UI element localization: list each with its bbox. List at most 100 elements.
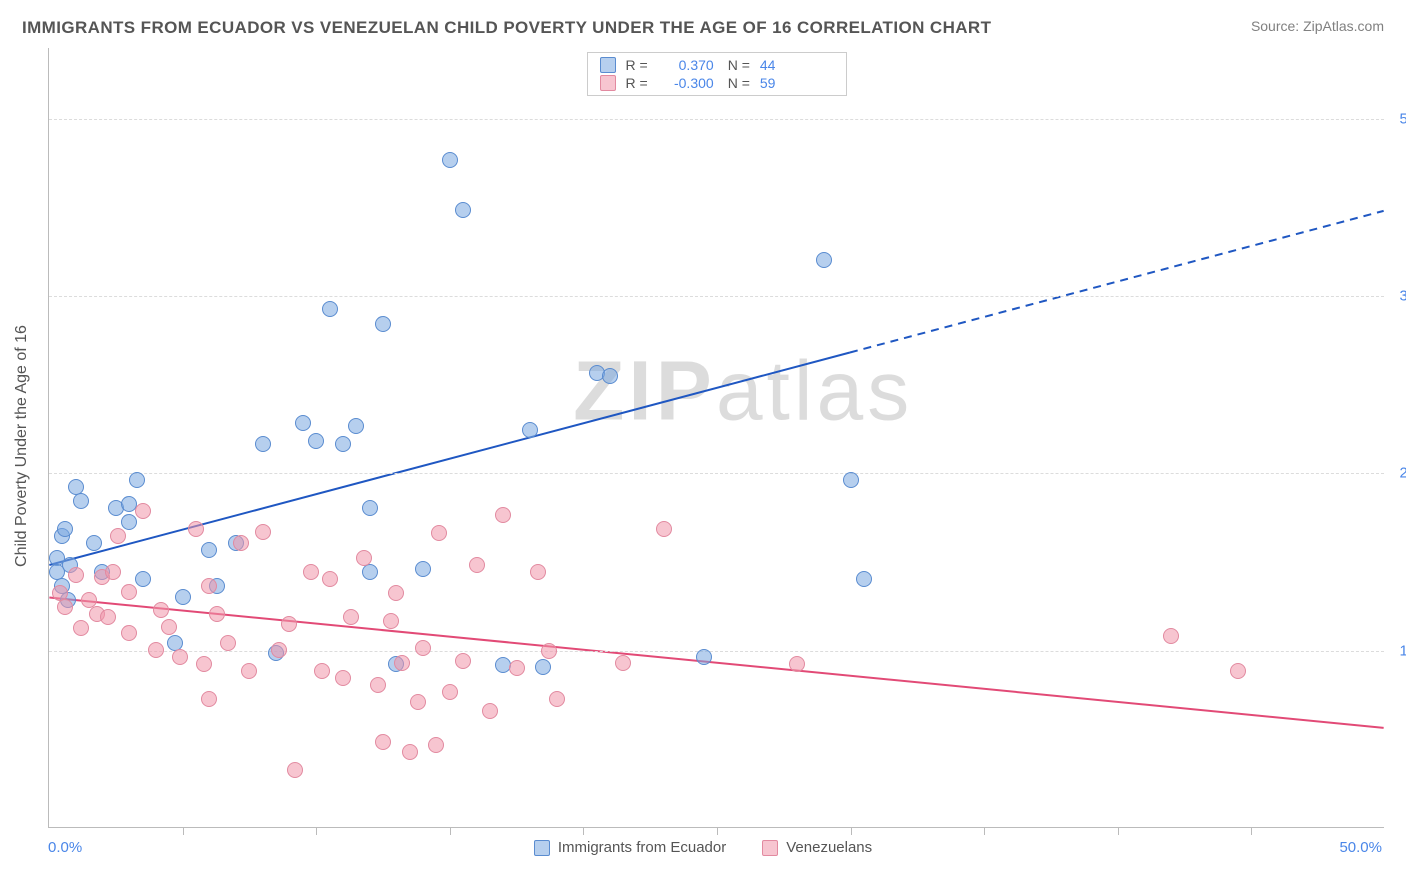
trend-line-ecuador [49,353,850,565]
scatter-point-ecuador [175,589,191,605]
scatter-point-venezuelans [656,521,672,537]
scatter-point-venezuelans [271,642,287,658]
scatter-point-venezuelans [209,606,225,622]
watermark-zip: ZIP [573,343,716,437]
scatter-point-ecuador [362,564,378,580]
scatter-point-ecuador [135,571,151,587]
r-value-ecuador: 0.370 [658,57,714,73]
scatter-point-venezuelans [431,525,447,541]
scatter-point-venezuelans [255,524,271,540]
y-tick-label: 25.0% [1399,465,1406,482]
y-axis-title: Child Poverty Under the Age of 16 [13,325,31,567]
series-label-venezuelans: Venezuelans [786,839,872,856]
scatter-point-venezuelans [68,567,84,583]
x-tick [183,827,184,835]
trend-lines-svg [49,48,1384,827]
scatter-point-venezuelans [57,599,73,615]
r-label: R = [626,57,648,73]
x-tick [1118,827,1119,835]
scatter-point-venezuelans [343,609,359,625]
x-tick [851,827,852,835]
scatter-point-venezuelans [482,703,498,719]
scatter-point-venezuelans [303,564,319,580]
r-value-venezuelans: -0.300 [658,75,714,91]
legend-row-venezuelans: R = -0.300 N = 59 [600,75,834,91]
scatter-point-venezuelans [121,584,137,600]
scatter-point-venezuelans [394,655,410,671]
legend-row-ecuador: R = 0.370 N = 44 [600,57,834,73]
scatter-point-venezuelans [100,609,116,625]
scatter-point-venezuelans [335,670,351,686]
scatter-point-venezuelans [281,616,297,632]
gridline [49,651,1384,652]
scatter-point-ecuador [856,571,872,587]
scatter-point-ecuador [535,659,551,675]
n-label: N = [728,75,750,91]
scatter-point-venezuelans [105,564,121,580]
gridline [49,473,1384,474]
scatter-point-ecuador [362,500,378,516]
scatter-point-ecuador [121,514,137,530]
scatter-point-venezuelans [455,653,471,669]
scatter-point-venezuelans [287,762,303,778]
x-tick [1251,827,1252,835]
scatter-point-venezuelans [241,663,257,679]
scatter-point-venezuelans [383,613,399,629]
scatter-point-ecuador [201,542,217,558]
scatter-point-ecuador [129,472,145,488]
scatter-point-venezuelans [410,694,426,710]
scatter-point-ecuador [442,152,458,168]
y-tick-label: 37.5% [1399,288,1406,305]
scatter-point-venezuelans [789,656,805,672]
scatter-point-ecuador [602,368,618,384]
series-legend-item-venezuelans: Venezuelans [762,839,872,856]
scatter-point-venezuelans [121,625,137,641]
scatter-point-venezuelans [530,564,546,580]
scatter-point-venezuelans [541,643,557,659]
gridline [49,296,1384,297]
watermark: ZIPatlas [573,342,913,439]
x-tick [984,827,985,835]
scatter-point-venezuelans [201,691,217,707]
watermark-atlas: atlas [716,343,913,437]
scatter-point-venezuelans [1230,663,1246,679]
scatter-point-venezuelans [375,734,391,750]
scatter-point-ecuador [455,202,471,218]
chart-title: IMMIGRANTS FROM ECUADOR VS VENEZUELAN CH… [22,18,991,38]
scatter-point-venezuelans [370,677,386,693]
y-tick-label: 50.0% [1399,110,1406,127]
scatter-point-venezuelans [442,684,458,700]
scatter-point-ecuador [816,252,832,268]
scatter-point-venezuelans [615,655,631,671]
n-value-ecuador: 44 [760,57,776,73]
n-value-venezuelans: 59 [760,75,776,91]
n-label: N = [728,57,750,73]
scatter-point-venezuelans [495,507,511,523]
scatter-point-venezuelans [314,663,330,679]
series-label-ecuador: Immigrants from Ecuador [558,839,726,856]
scatter-point-ecuador [522,422,538,438]
scatter-point-venezuelans [428,737,444,753]
x-tick [316,827,317,835]
series-legend: Immigrants from Ecuador Venezuelans [0,839,1406,856]
y-tick-label: 12.5% [1399,642,1406,659]
scatter-point-venezuelans [469,557,485,573]
x-tick [450,827,451,835]
scatter-point-venezuelans [73,620,89,636]
r-label: R = [626,75,648,91]
scatter-point-venezuelans [110,528,126,544]
scatter-point-ecuador [255,436,271,452]
scatter-point-venezuelans [161,619,177,635]
scatter-point-ecuador [348,418,364,434]
correlation-legend: R = 0.370 N = 44 R = -0.300 N = 59 [587,52,847,96]
scatter-point-venezuelans [201,578,217,594]
scatter-point-venezuelans [196,656,212,672]
scatter-point-venezuelans [356,550,372,566]
scatter-point-ecuador [415,561,431,577]
scatter-point-venezuelans [172,649,188,665]
legend-swatch-ecuador [534,840,550,856]
scatter-point-ecuador [86,535,102,551]
series-legend-item-ecuador: Immigrants from Ecuador [534,839,726,856]
scatter-point-venezuelans [402,744,418,760]
scatter-point-ecuador [375,316,391,332]
